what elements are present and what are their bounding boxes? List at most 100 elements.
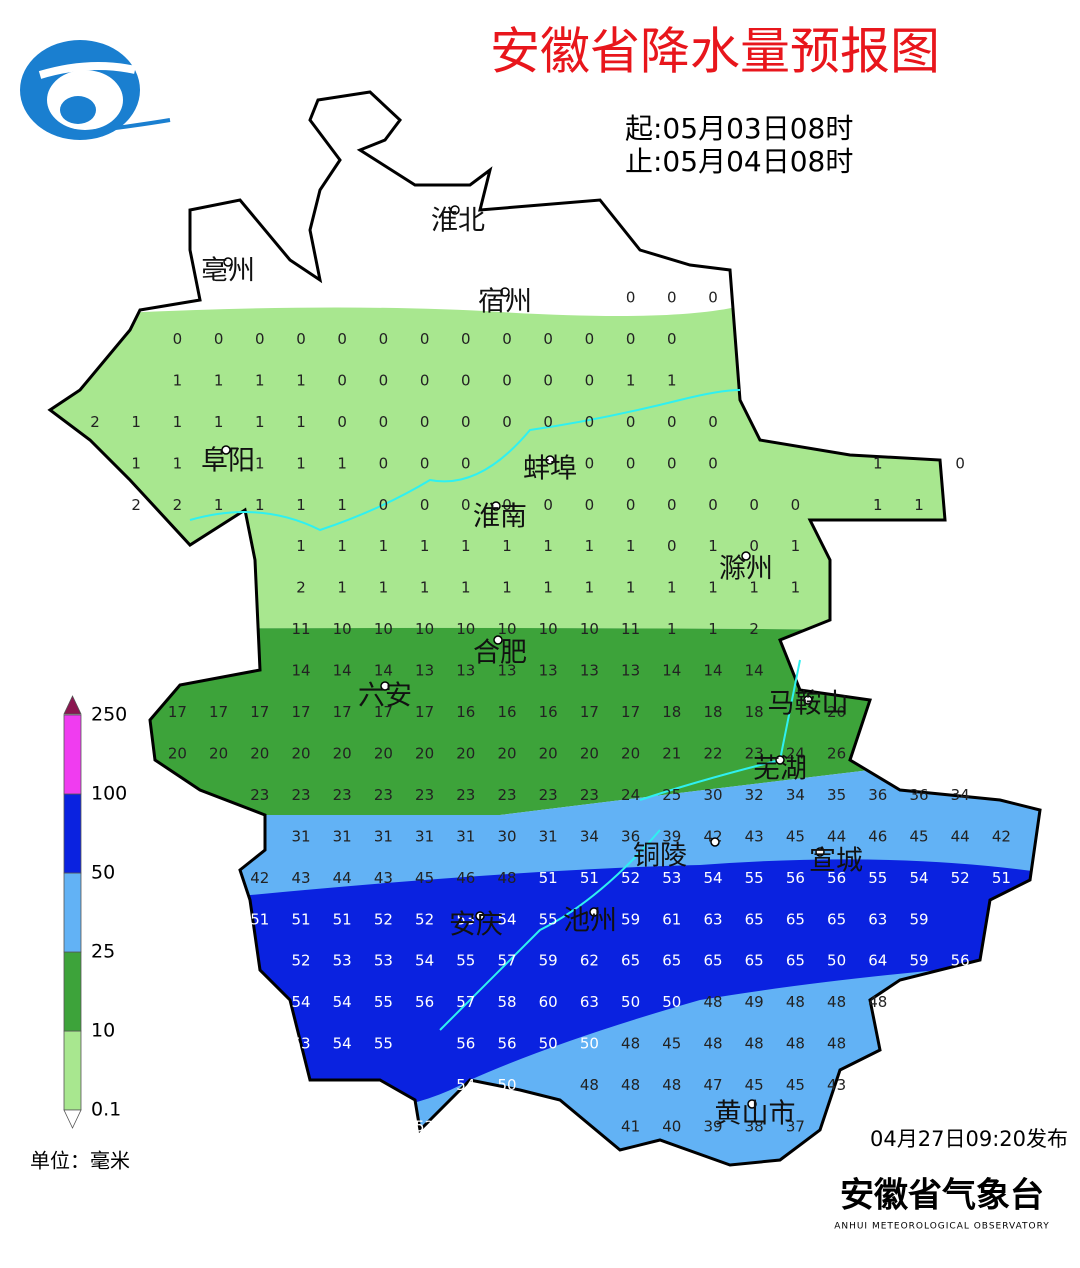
grid-value: 0 [379, 413, 389, 431]
city-dot [741, 551, 751, 561]
grid-value: 21 [662, 744, 681, 762]
grid-value: 65 [786, 910, 805, 928]
grid-value: 0 [214, 330, 224, 348]
grid-value: 43 [291, 869, 310, 887]
grid-value: 31 [374, 827, 393, 845]
grid-value: 1 [379, 579, 389, 597]
grid-value: 0 [708, 413, 718, 431]
grid-value: 1 [502, 537, 512, 555]
grid-value: 1 [461, 579, 471, 597]
city-label: 宣城 [809, 846, 863, 877]
grid-value: 0 [585, 413, 595, 431]
grid-value: 17 [580, 703, 599, 721]
grid-value: 1 [914, 496, 924, 514]
grid-value: 44 [951, 827, 970, 845]
grid-value: 23 [291, 786, 310, 804]
legend-swatch [63, 714, 82, 795]
grid-value: 35 [827, 786, 846, 804]
grid-value: 31 [456, 827, 475, 845]
grid-value: 31 [333, 827, 352, 845]
grid-value: 45 [662, 1035, 681, 1053]
grid-value: 54 [497, 910, 516, 928]
issued-time: 04月27日09:20发布 [870, 1127, 1068, 1151]
grid-value: 0 [708, 454, 718, 472]
grid-value: 17 [374, 703, 393, 721]
grid-value: 59 [539, 952, 558, 970]
grid-value: 10 [456, 620, 475, 638]
grid-value: 51 [333, 910, 352, 928]
grid-value: 44 [827, 827, 846, 845]
grid-value: 0 [420, 330, 430, 348]
city-label: 六安 [358, 681, 412, 712]
grid-value: 45 [909, 827, 928, 845]
grid-value: 22 [703, 744, 722, 762]
grid-value: 23 [580, 786, 599, 804]
grid-value: 65 [703, 952, 722, 970]
grid-value: 10 [374, 620, 393, 638]
grid-value: 0 [173, 330, 183, 348]
city-label: 淮南 [473, 502, 527, 533]
grid-value: 38 [745, 1118, 764, 1136]
grid-value: 50 [497, 1076, 516, 1094]
grid-value: 24 [786, 744, 805, 762]
period-end: 止:05月04日08时 [625, 145, 853, 178]
grid-value: 1 [255, 371, 265, 389]
grid-value: 13 [621, 662, 640, 680]
grid-value: 32 [745, 786, 764, 804]
grid-value: 1 [791, 537, 801, 555]
legend-swatch [63, 872, 82, 953]
grid-value: 54 [333, 1035, 352, 1053]
grid-value: 63 [580, 993, 599, 1011]
city-dot [491, 501, 501, 511]
grid-value: 51 [291, 910, 310, 928]
grid-value: 43 [745, 827, 764, 845]
grid-value: 58 [497, 993, 516, 1011]
legend-label: 100 [91, 783, 127, 805]
grid-value: 1 [461, 537, 471, 555]
grid-value: 31 [291, 827, 310, 845]
grid-value: 63 [703, 910, 722, 928]
grid-value: 1 [585, 579, 595, 597]
grid-value: 52 [415, 910, 434, 928]
city-dot [380, 681, 390, 691]
city-label: 淮北 [431, 206, 485, 237]
grid-value: 20 [168, 744, 187, 762]
grid-value: 0 [461, 454, 471, 472]
grid-value: 1 [626, 371, 636, 389]
grid-value: 1 [585, 537, 595, 555]
grid-value: 0 [543, 496, 553, 514]
grid-value: 65 [745, 952, 764, 970]
legend-arrow [63, 1109, 82, 1129]
title: 安徽省降水量预报图 [490, 23, 940, 81]
grid-value: 55 [456, 952, 475, 970]
grid-value: 42 [250, 869, 269, 887]
grid-value: 1 [296, 413, 306, 431]
grid-value: 20 [374, 744, 393, 762]
grid-value: 46 [868, 827, 887, 845]
grid-value: 40 [662, 1118, 681, 1136]
grid-value: 26 [827, 744, 846, 762]
grid-value: 1 [708, 579, 718, 597]
grid-value: 36 [868, 786, 887, 804]
grid-value: 0 [791, 496, 801, 514]
grid-value: 50 [621, 993, 640, 1011]
grid-value: 48 [662, 1076, 681, 1094]
grid-value: 23 [415, 786, 434, 804]
grid-value: 0 [626, 413, 636, 431]
grid-value: 18 [745, 703, 764, 721]
grid-value: 52 [415, 1118, 434, 1136]
grid-value: 2 [173, 496, 183, 514]
grid-value: 16 [456, 703, 475, 721]
grid-value: 0 [379, 454, 389, 472]
grid-value: 54 [703, 869, 722, 887]
grid-value: 53 [291, 1035, 310, 1053]
grid-value: 55 [745, 869, 764, 887]
grid-value: 17 [333, 703, 352, 721]
legend-swatch [63, 793, 82, 874]
grid-value: 23 [250, 786, 269, 804]
city-dot [500, 287, 510, 297]
grid-value: 53 [374, 952, 393, 970]
grid-value: 0 [667, 496, 677, 514]
legend-swatch [63, 1030, 82, 1111]
grid-value: 20 [333, 744, 352, 762]
